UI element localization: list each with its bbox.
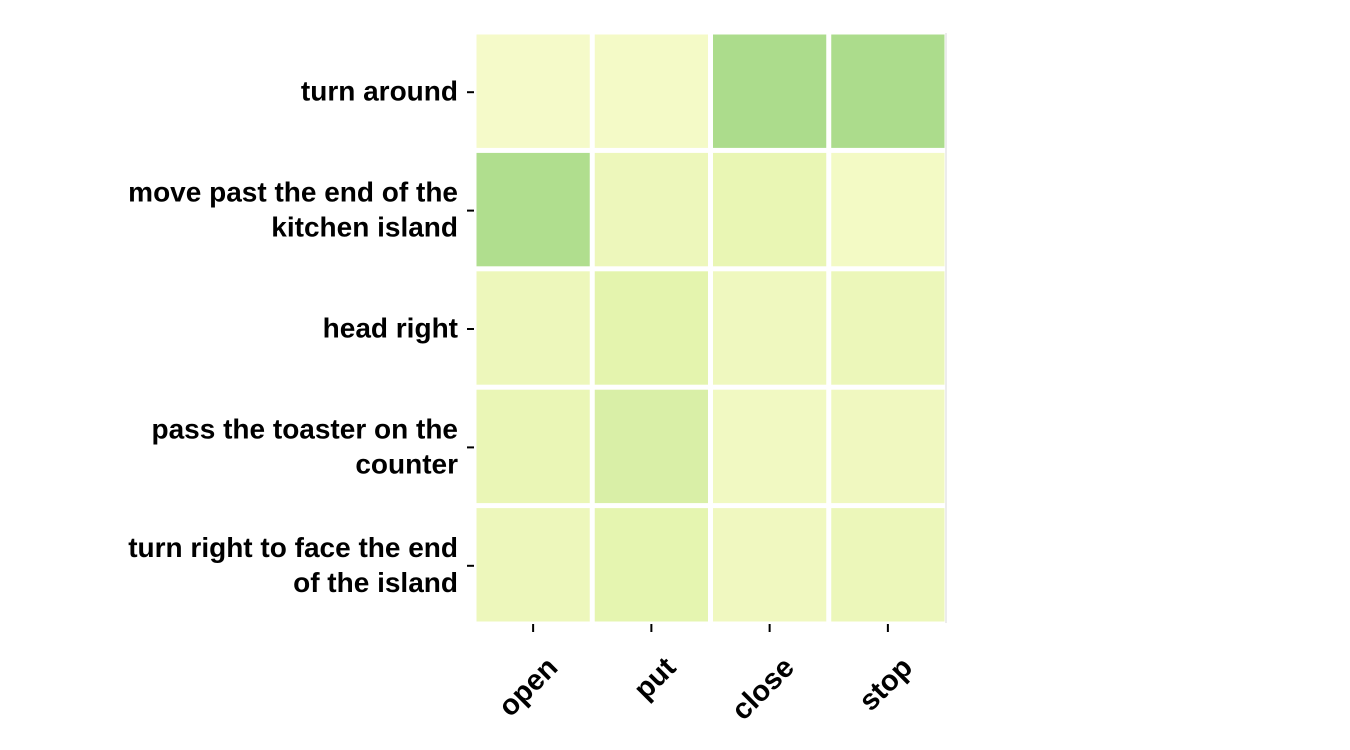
heatmap-cell-r1-c1 [594, 152, 708, 267]
y-tick-label-line: kitchen island [271, 212, 458, 243]
y-tick-label-0: turn around [301, 76, 458, 107]
y-tick-label-line: turn right to face the end [128, 532, 458, 563]
heatmap-cell-r0-c0 [476, 34, 590, 148]
heatmap-cell-r2-c3 [831, 271, 945, 385]
heatmap-cell-r0-c3 [831, 34, 945, 148]
y-tick-label-1: move past the end of the kitchen island [128, 177, 458, 243]
y-tick-label-line: counter [355, 448, 458, 479]
heatmap-cell-r4-c2 [713, 508, 827, 622]
y-axis-labels: turn around move past the end of the kitch… [128, 76, 474, 598]
x-tick-label-0: open [493, 651, 565, 723]
heatmap-cell-r3-c1 [594, 389, 708, 504]
heatmap-cell-r3-c3 [831, 389, 945, 504]
y-tick-label-line: turn around [301, 76, 458, 107]
x-tick-label-3: stop [853, 651, 919, 717]
x-tick-label-2: close [726, 651, 801, 726]
heatmap-cell-r4-c3 [831, 508, 945, 622]
x-tick-label-1: put [628, 651, 683, 706]
y-tick-label-line: pass the toaster on the [151, 413, 458, 444]
heatmap-cell-r0-c1 [594, 34, 708, 148]
y-tick-label-4: turn right to face the end of the island [128, 532, 458, 598]
y-tick-label-3: pass the toaster on the counter [151, 413, 458, 479]
heatmap-cells [476, 34, 945, 622]
heatmap-cell-r4-c0 [476, 508, 590, 622]
heatmap-cell-r0-c2 [713, 34, 827, 148]
heatmap-cell-r3-c0 [476, 389, 590, 504]
heatmap-cell-r1-c2 [713, 152, 827, 267]
heatmap-cell-r3-c2 [713, 389, 827, 504]
heatmap-cell-r2-c1 [594, 271, 708, 385]
heatmap-cell-r2-c2 [713, 271, 827, 385]
heatmap-cell-r1-c0 [476, 152, 590, 267]
heatmap-cell-r1-c3 [831, 152, 945, 267]
y-tick-label-line: move past the end of the [128, 177, 458, 208]
y-tick-label-line: of the island [293, 567, 458, 598]
y-tick-label-2: head right [323, 313, 458, 344]
heatmap-cell-r4-c1 [594, 508, 708, 622]
heatmap-cell-r2-c0 [476, 271, 590, 385]
x-axis-labels: open put close stop [493, 624, 919, 727]
y-tick-label-line: head right [323, 313, 458, 344]
